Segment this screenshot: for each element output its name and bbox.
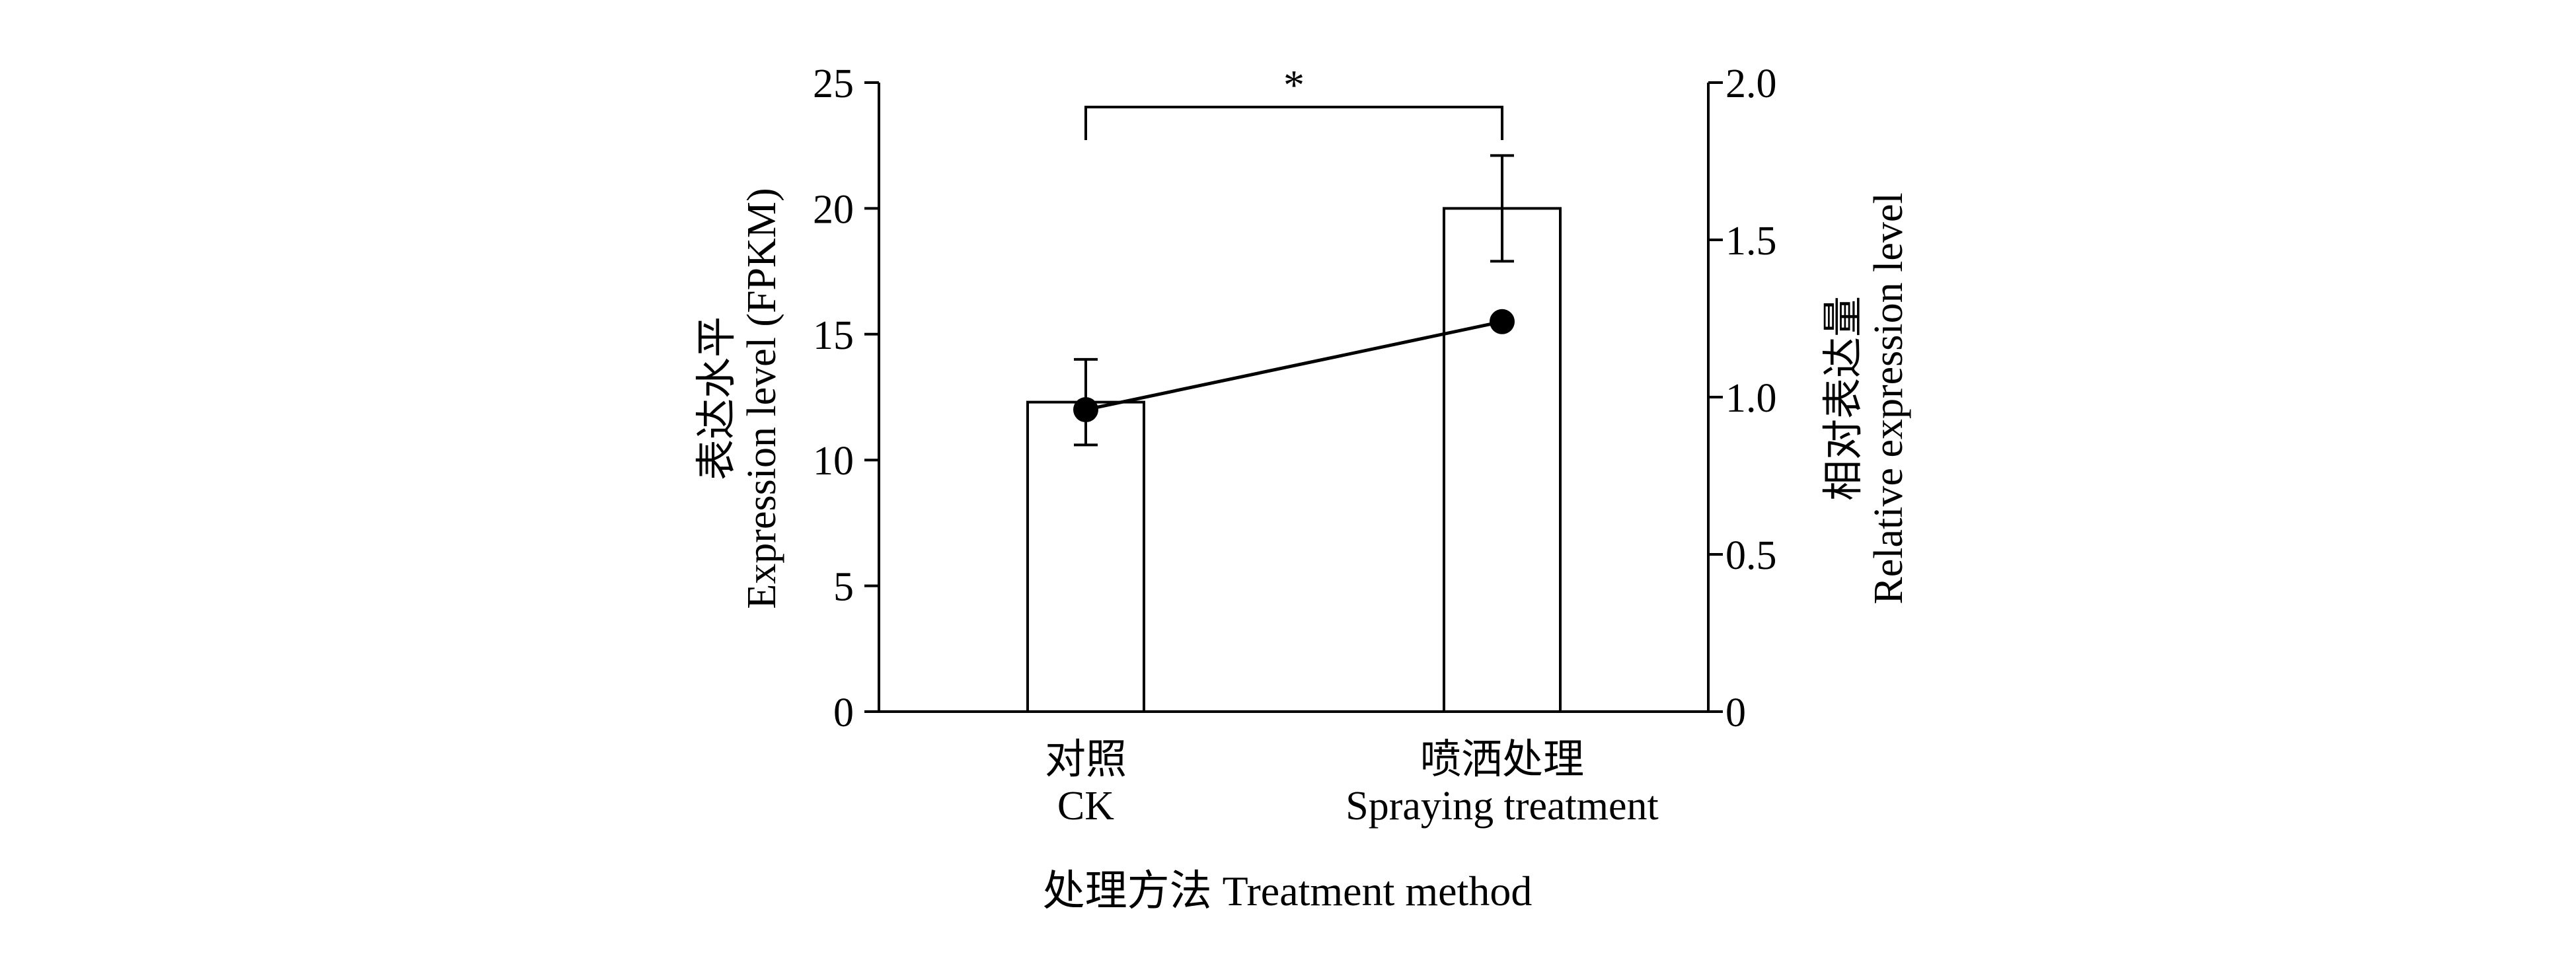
y-right-tick-label-0: 0 bbox=[1725, 690, 1746, 735]
y-left-tick-label-0: 0 bbox=[833, 690, 854, 735]
y-left-tick-label-3: 15 bbox=[813, 313, 854, 358]
line-point-1 bbox=[1490, 309, 1515, 334]
y-left-tick-label-2: 10 bbox=[813, 439, 854, 484]
y-right-label-cn: 相对表达量 bbox=[1821, 296, 1866, 501]
x-tick-label-en-0: CK bbox=[1057, 784, 1114, 829]
bar-series bbox=[1026, 207, 1562, 714]
axes: 0 5 10 15 20 25 0 0.5 1.0 1.5 2.0 bbox=[813, 61, 1777, 735]
x-tick-label-cn-0: 对照 bbox=[1045, 737, 1127, 782]
bracket-line bbox=[1084, 106, 1503, 140]
x-tick-label-cn-1: 喷洒处理 bbox=[1420, 737, 1584, 782]
y-left-tick-label-5: 25 bbox=[813, 61, 854, 106]
bar-0 bbox=[1026, 400, 1145, 714]
y-right-tick-label-2: 1.0 bbox=[1725, 376, 1777, 421]
x-tick-label-en-1: Spraying treatment bbox=[1345, 784, 1658, 829]
y-right-tick-label-1: 0.5 bbox=[1725, 533, 1777, 578]
line-path bbox=[1085, 320, 1503, 412]
y-left-label-cn: 表达水平 bbox=[695, 316, 739, 480]
y-left-tick-label-1: 5 bbox=[833, 565, 854, 610]
significance-star: * bbox=[1283, 61, 1305, 108]
bar-1 bbox=[1443, 207, 1562, 713]
y-right-tick-label-4: 2.0 bbox=[1725, 61, 1777, 106]
y-right-tick-label-3: 1.5 bbox=[1725, 219, 1777, 264]
line-point-0 bbox=[1073, 397, 1098, 423]
significance-bracket: * bbox=[1084, 61, 1503, 140]
y-left-label-en: Expression level (FPKM) bbox=[739, 188, 784, 609]
y-right-label-en: Relative expression level bbox=[1866, 192, 1911, 604]
y-left-tick-label-4: 20 bbox=[813, 187, 854, 232]
x-axis-label: 处理方法 Treatment method bbox=[1043, 868, 1533, 914]
line-series bbox=[1073, 309, 1515, 423]
